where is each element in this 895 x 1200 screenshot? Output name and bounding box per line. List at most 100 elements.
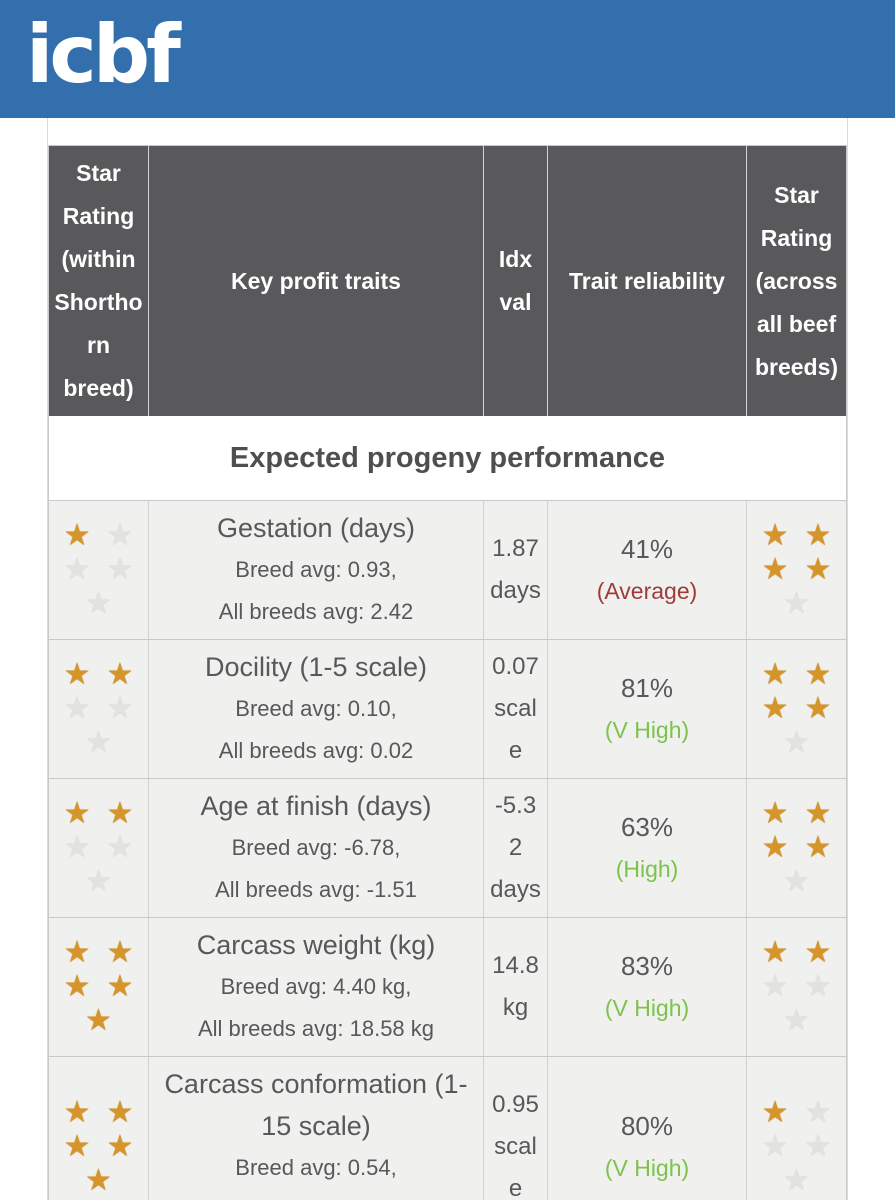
all-breeds-avg: All breeds avg: 18.58 kg bbox=[197, 1016, 435, 1041]
all-breeds-avg: All breeds avg: 1.52 bbox=[219, 1189, 413, 1200]
breed-avg: Breed avg: 0.10, bbox=[235, 696, 397, 721]
gray-star-icon: ★ bbox=[85, 865, 112, 898]
gold-star-icon: ★ bbox=[106, 1096, 134, 1129]
gold-star-icon: ★ bbox=[106, 936, 134, 969]
gold-star-icon: ★ bbox=[804, 553, 832, 586]
section-title: Expected progeny performance bbox=[49, 416, 846, 501]
reliability-cell: 81% (V High) bbox=[548, 640, 747, 778]
reliability-percent: 63% bbox=[620, 812, 674, 842]
stars-across-cell: ★ ★ ★ ★ ★ bbox=[747, 1057, 846, 1200]
breed-avg: Breed avg: -6.78, bbox=[231, 835, 401, 860]
header-star-rating-within-breed: Star Rating (within Shortho rn breed) bbox=[49, 146, 149, 416]
reliability-percent: 41% bbox=[620, 534, 674, 564]
gold-star-icon: ★ bbox=[761, 936, 789, 969]
gray-star-icon: ★ bbox=[783, 865, 810, 898]
gray-star-icon: ★ bbox=[783, 587, 810, 620]
gold-star-icon: ★ bbox=[804, 831, 832, 864]
trait-name: Docility (1-5 scale) bbox=[204, 652, 428, 682]
gold-star-icon: ★ bbox=[106, 797, 134, 830]
star-rating-within: ★ ★ ★ ★ ★ bbox=[64, 1097, 134, 1197]
stars-across-cell: ★ ★ ★ ★ ★ bbox=[747, 501, 846, 639]
gold-star-icon: ★ bbox=[106, 1130, 134, 1163]
reliability-level: (V High) bbox=[604, 1155, 690, 1181]
gray-star-icon: ★ bbox=[63, 692, 91, 725]
all-breeds-avg: All breeds avg: 2.42 bbox=[218, 599, 414, 624]
reliability-cell: 41% (Average) bbox=[548, 501, 747, 639]
all-breeds-avg: All breeds avg: -1.51 bbox=[215, 877, 417, 902]
gold-star-icon: ★ bbox=[804, 797, 832, 830]
star-rating-within: ★ ★ ★ ★ ★ bbox=[64, 798, 134, 898]
row-docility: ★ ★ ★ ★ ★ Docility (1-5 scale) Breed avg: 0.… bbox=[49, 640, 846, 779]
all-breeds-avg: All breeds avg: 0.02 bbox=[218, 738, 414, 763]
trait-cell: Carcass weight (kg) Breed avg: 4.40 kg, … bbox=[149, 918, 484, 1056]
traits-table: Star Rating (within Shortho rn breed) Ke… bbox=[48, 145, 847, 1200]
gold-star-icon: ★ bbox=[761, 553, 789, 586]
stars-across-cell: ★ ★ ★ ★ ★ bbox=[747, 640, 846, 778]
header-key-profit-traits: Key profit traits bbox=[149, 146, 484, 416]
gold-star-icon: ★ bbox=[63, 1130, 91, 1163]
reliability-level: (V High) bbox=[604, 995, 690, 1021]
star-rating-across: ★ ★ ★ ★ ★ bbox=[762, 798, 832, 898]
content-frame: Star Rating (within Shortho rn breed) Ke… bbox=[47, 118, 848, 1200]
gray-star-icon: ★ bbox=[783, 726, 810, 759]
trait-name: Carcass weight (kg) bbox=[196, 930, 436, 960]
gray-star-icon: ★ bbox=[783, 1004, 810, 1037]
stars-within-cell: ★ ★ ★ ★ ★ bbox=[49, 501, 149, 639]
row-carcass-conformation: ★ ★ ★ ★ ★ Carcass conformation (1-15 scale) … bbox=[49, 1057, 846, 1200]
gray-star-icon: ★ bbox=[85, 587, 112, 620]
reliability-level: (Average) bbox=[596, 578, 698, 604]
gray-star-icon: ★ bbox=[804, 1130, 832, 1163]
trait-cell: Carcass conformation (1-15 scale) Breed … bbox=[149, 1057, 484, 1200]
idx-val-cell: 0.95 scal e bbox=[484, 1057, 548, 1200]
gray-star-icon: ★ bbox=[106, 831, 134, 864]
gold-star-icon: ★ bbox=[804, 692, 832, 725]
star-rating-across: ★ ★ ★ ★ ★ bbox=[762, 659, 832, 759]
star-rating-within: ★ ★ ★ ★ ★ bbox=[64, 937, 134, 1037]
gold-star-icon: ★ bbox=[804, 936, 832, 969]
reliability-cell: 80% (V High) bbox=[548, 1057, 747, 1200]
star-rating-within: ★ ★ ★ ★ ★ bbox=[64, 659, 134, 759]
reliability-percent: 81% bbox=[620, 673, 674, 703]
stars-within-cell: ★ ★ ★ ★ ★ bbox=[49, 1057, 149, 1200]
star-rating-across: ★ ★ ★ ★ ★ bbox=[762, 520, 832, 620]
gold-star-icon: ★ bbox=[804, 658, 832, 691]
gold-star-icon: ★ bbox=[63, 970, 91, 1003]
idx-val-cell: -5.3 2 days bbox=[484, 779, 548, 917]
top-banner: icbf bbox=[0, 0, 895, 118]
gray-star-icon: ★ bbox=[761, 970, 789, 1003]
gray-star-icon: ★ bbox=[63, 831, 91, 864]
reliability-level: (High) bbox=[615, 856, 679, 882]
star-rating-across: ★ ★ ★ ★ ★ bbox=[762, 1097, 832, 1197]
reliability-percent: 83% bbox=[620, 951, 674, 981]
gray-star-icon: ★ bbox=[804, 1096, 832, 1129]
idx-val-cell: 1.87 days bbox=[484, 501, 548, 639]
trait-name: Age at finish (days) bbox=[200, 791, 432, 821]
gray-star-icon: ★ bbox=[106, 519, 134, 552]
gold-star-icon: ★ bbox=[761, 692, 789, 725]
trait-cell: Age at finish (days) Breed avg: -6.78, A… bbox=[149, 779, 484, 917]
icbf-logo: icbf bbox=[26, 8, 181, 101]
gray-star-icon: ★ bbox=[106, 553, 134, 586]
gold-star-icon: ★ bbox=[761, 831, 789, 864]
trait-cell: Gestation (days) Breed avg: 0.93, All br… bbox=[149, 501, 484, 639]
gray-star-icon: ★ bbox=[106, 692, 134, 725]
stars-across-cell: ★ ★ ★ ★ ★ bbox=[747, 918, 846, 1056]
header-trait-reliability: Trait reliability bbox=[548, 146, 747, 416]
breed-avg: Breed avg: 0.54, bbox=[235, 1155, 397, 1180]
gold-star-icon: ★ bbox=[761, 658, 789, 691]
trait-cell: Docility (1-5 scale) Breed avg: 0.10, Al… bbox=[149, 640, 484, 778]
idx-val-cell: 14.8 kg bbox=[484, 918, 548, 1056]
table-header-row: Star Rating (within Shortho rn breed) Ke… bbox=[49, 146, 846, 416]
gray-star-icon: ★ bbox=[804, 970, 832, 1003]
gold-star-icon: ★ bbox=[804, 519, 832, 552]
gold-star-icon: ★ bbox=[63, 658, 91, 691]
gray-star-icon: ★ bbox=[85, 726, 112, 759]
trait-name: Gestation (days) bbox=[216, 513, 416, 543]
gold-star-icon: ★ bbox=[63, 797, 91, 830]
gold-star-icon: ★ bbox=[63, 936, 91, 969]
gray-star-icon: ★ bbox=[63, 553, 91, 586]
row-carcass-weight: ★ ★ ★ ★ ★ Carcass weight (kg) Breed avg: 4.4… bbox=[49, 918, 846, 1057]
star-rating-across: ★ ★ ★ ★ ★ bbox=[762, 937, 832, 1037]
gold-star-icon: ★ bbox=[761, 797, 789, 830]
gold-star-icon: ★ bbox=[85, 1004, 112, 1037]
